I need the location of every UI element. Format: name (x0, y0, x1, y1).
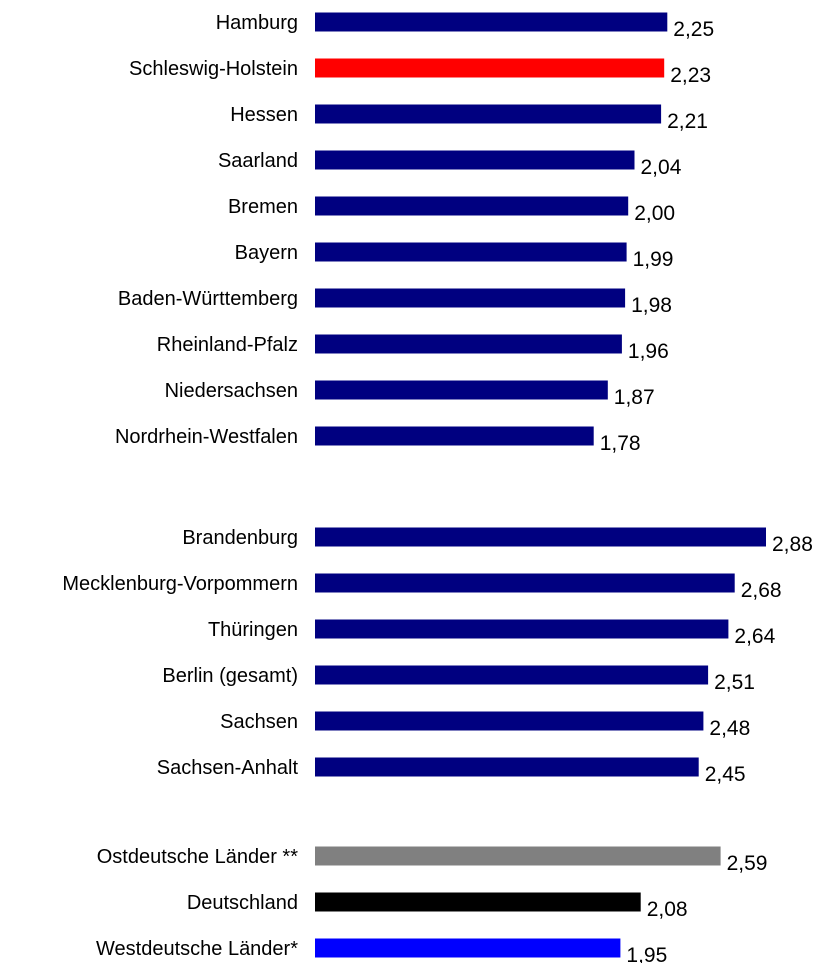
value-label-berlin-gesamt: 2,51 (714, 671, 755, 694)
category-label-rheinland-pfalz: Rheinland-Pfalz (157, 334, 298, 356)
category-label-baden-württemberg: Baden-Württemberg (118, 288, 298, 310)
value-label-bayern: 1,99 (633, 248, 674, 271)
category-label-thüringen: Thüringen (208, 619, 298, 641)
value-label-thüringen: 2,64 (734, 625, 775, 648)
bar-bremen (315, 196, 629, 216)
category-label-bayern: Bayern (235, 242, 298, 264)
category-label-ostdeutsche-länder: Ostdeutsche Länder ** (97, 846, 298, 868)
value-label-bremen: 2,00 (634, 202, 675, 225)
category-label-niedersachsen: Niedersachsen (165, 380, 298, 402)
bar-berlin-gesamt (315, 665, 709, 685)
category-label-berlin-gesamt: Berlin (gesamt) (162, 665, 298, 687)
bar-deutschland (315, 892, 641, 912)
bar-brandenburg (315, 527, 766, 547)
value-label-ostdeutsche-länder: 2,59 (727, 852, 768, 875)
bar-hessen (315, 104, 662, 124)
value-label-sachsen-anhalt: 2,45 (705, 763, 746, 786)
value-label-sachsen: 2,48 (709, 717, 750, 740)
bar-niedersachsen (315, 380, 608, 400)
bar-schleswig-holstein (315, 58, 665, 78)
bar-westdeutsche-länder (315, 938, 621, 958)
category-label-sachsen: Sachsen (220, 711, 298, 733)
value-label-brandenburg: 2,88 (772, 533, 813, 556)
bar-hamburg (315, 12, 668, 32)
value-label-westdeutsche-länder: 1,95 (626, 944, 667, 963)
category-label-bremen: Bremen (228, 196, 298, 218)
bar-rheinland-pfalz (315, 334, 622, 354)
bar-sachsen-anhalt (315, 757, 699, 777)
bar-sachsen (315, 711, 704, 731)
bar-bayern (315, 242, 627, 262)
category-label-hamburg: Hamburg (216, 12, 298, 34)
value-label-niedersachsen: 1,87 (614, 386, 655, 409)
value-label-deutschland: 2,08 (647, 898, 688, 921)
value-label-baden-württemberg: 1,98 (631, 294, 672, 317)
bar-saarland (315, 150, 635, 170)
bar-baden-württemberg (315, 288, 626, 308)
bar-nordrhein-westfalen (315, 426, 594, 446)
value-label-rheinland-pfalz: 1,96 (628, 340, 669, 363)
category-label-schleswig-holstein: Schleswig-Holstein (129, 58, 298, 80)
category-label-mecklenburg-vorpommern: Mecklenburg-Vorpommern (62, 573, 298, 595)
value-label-nordrhein-westfalen: 1,78 (600, 432, 641, 455)
category-label-deutschland: Deutschland (187, 892, 298, 914)
bar-ostdeutsche-länder (315, 846, 721, 866)
category-label-hessen: Hessen (230, 104, 298, 126)
value-label-hessen: 2,21 (667, 110, 708, 133)
category-label-saarland: Saarland (218, 150, 298, 172)
bar-thüringen (315, 619, 729, 639)
category-label-brandenburg: Brandenburg (182, 527, 298, 549)
value-label-hamburg: 2,25 (673, 18, 714, 41)
category-label-westdeutsche-länder: Westdeutsche Länder* (96, 938, 298, 960)
value-label-schleswig-holstein: 2,23 (670, 64, 711, 87)
category-label-nordrhein-westfalen: Nordrhein-Westfalen (115, 426, 298, 448)
category-label-sachsen-anhalt: Sachsen-Anhalt (157, 757, 299, 779)
value-label-mecklenburg-vorpommern: 2,68 (741, 579, 782, 602)
bar-mecklenburg-vorpommern (315, 573, 735, 593)
value-label-saarland: 2,04 (641, 156, 682, 179)
